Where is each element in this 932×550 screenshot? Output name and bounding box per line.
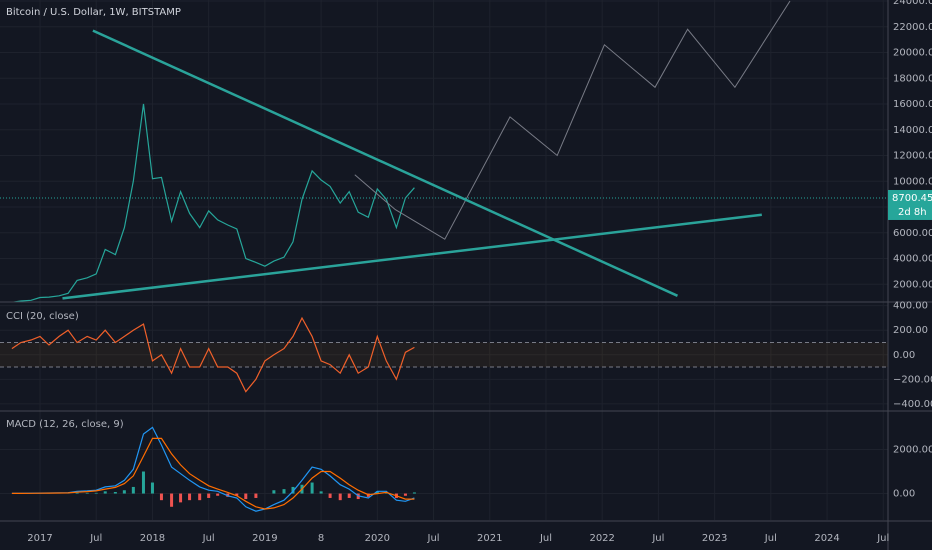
x-tick-label: Jul: [764, 533, 777, 544]
histogram-bar: [122, 490, 126, 494]
countdown-label: 2d 8h: [898, 207, 927, 218]
histogram-bar: [85, 492, 89, 494]
macd-pane: [11, 426, 416, 512]
y-tick-label: 12000.00: [893, 151, 932, 162]
y-tick-label: −200.00: [893, 374, 932, 385]
trendline: [92, 29, 679, 297]
x-tick-label: 2017: [27, 533, 52, 544]
histogram-bar: [254, 493, 258, 498]
histogram-bar: [75, 492, 79, 494]
x-tick-label: Jul: [427, 533, 440, 544]
histogram-bar: [216, 493, 220, 496]
x-tick-label: 2021: [477, 533, 502, 544]
histogram-bar: [235, 493, 239, 496]
y-tick-label: 10000.00: [893, 176, 932, 187]
histogram-bar: [291, 486, 295, 494]
series-line: [11, 103, 415, 302]
y-tick-label: 2000.00: [893, 444, 932, 455]
histogram-bar: [375, 491, 379, 494]
y-tick-label: 0.00: [893, 489, 915, 500]
x-tick-label: 8: [318, 533, 324, 544]
y-tick-label: 6000.00: [893, 228, 932, 239]
macd-title: MACD (12, 26, close, 9): [6, 419, 124, 430]
x-tick-label: Jul: [539, 533, 552, 544]
x-tick-label: 2018: [140, 533, 165, 544]
x-tick-label: Jul: [651, 533, 664, 544]
x-tick-label: 2022: [589, 533, 614, 544]
price-pane: [0, 0, 888, 302]
histogram-bar: [94, 492, 98, 494]
histogram-bar: [198, 493, 202, 501]
y-tick-label: 4000.00: [893, 254, 932, 265]
x-tick-label: 2019: [252, 533, 277, 544]
histogram-bar: [103, 491, 107, 494]
cci-pane: [0, 316, 888, 393]
y-tick-label: −400.00: [893, 399, 932, 410]
band-fill: [0, 342, 888, 368]
histogram-bar: [347, 493, 351, 498]
last-price-label: 8700.45: [892, 193, 932, 204]
histogram-bar: [159, 493, 163, 501]
histogram-bar: [328, 493, 332, 498]
projection-line: [354, 0, 791, 240]
histogram-bar: [244, 493, 248, 500]
y-tick-label: 18000.00: [893, 73, 932, 84]
y-tick-label: 14000.00: [893, 125, 932, 136]
histogram-bar: [319, 491, 323, 494]
histogram-bar: [179, 493, 183, 503]
series-line: [11, 426, 415, 512]
symbol-title: Bitcoin / U.S. Dollar, 1W, BITSTAMP: [6, 7, 181, 18]
grid: [0, 0, 888, 520]
y-tick-label: 200.00: [893, 325, 928, 336]
y-tick-label: 400.00: [893, 301, 928, 312]
y-tick-label: 0.00: [893, 350, 915, 361]
histogram-bar: [310, 482, 314, 494]
histogram-bar: [150, 482, 154, 494]
series-line: [11, 316, 415, 393]
x-tick-label: Jul: [876, 533, 889, 544]
histogram-bar: [403, 493, 407, 496]
cci-title: CCI (20, close): [6, 311, 79, 322]
y-tick-label: 20000.00: [893, 48, 932, 59]
last-price-box: [888, 189, 932, 220]
y-tick-label: 2000.00: [893, 279, 932, 290]
histogram-bar: [113, 492, 117, 494]
histogram-bar: [282, 489, 286, 494]
histogram-bar: [412, 492, 416, 494]
y-tick-label: 22000.00: [893, 22, 932, 33]
x-tick-label: 2020: [365, 533, 390, 544]
x-tick-label: 2023: [702, 533, 727, 544]
histogram-bar: [207, 493, 211, 498]
x-tick-label: Jul: [89, 533, 102, 544]
trendline: [62, 213, 762, 300]
histogram-bar: [188, 493, 192, 501]
x-tick-label: 2024: [814, 533, 839, 544]
histogram-bar: [141, 471, 145, 494]
histogram-bar: [272, 490, 276, 494]
histogram-bar: [338, 493, 342, 501]
series-line: [11, 437, 415, 510]
y-tick-label: 16000.00: [893, 99, 932, 110]
histogram-bar: [170, 493, 174, 507]
y-tick-label: 24000.00: [893, 0, 932, 7]
histogram-bar: [131, 486, 135, 494]
x-tick-label: Jul: [202, 533, 215, 544]
